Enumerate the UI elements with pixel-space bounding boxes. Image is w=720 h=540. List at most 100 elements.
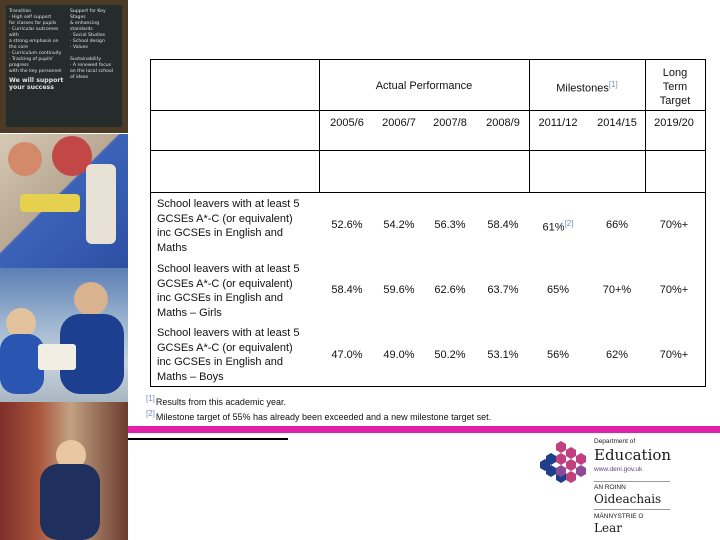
chalkboard-column-left: Transition · High self support for class… <box>9 9 67 91</box>
board-line: of ideas <box>70 75 89 80</box>
row-label-line: Maths – Girls <box>157 306 222 319</box>
board-line: · A renewed focus <box>70 63 112 68</box>
footnote-text: Milestone target of 55% has already been… <box>155 412 492 422</box>
row-label-line: Maths – Boys <box>157 370 224 383</box>
performance-table: Actual Performance Milestones[1] Long Te… <box>150 59 706 387</box>
header-milestones: Milestones[1] <box>529 80 645 95</box>
milestones-footnote-link[interactable]: [1] <box>608 80 618 89</box>
row-label-line: School leavers with at least 5 <box>157 198 300 210</box>
board-line: a strong emphasis on <box>9 39 59 44</box>
table-cell: 70%+ <box>659 349 689 361</box>
logo-dept: Department of <box>594 438 636 445</box>
table-cell: 56% <box>546 349 570 361</box>
footnote-ref[interactable]: [2] <box>146 409 155 418</box>
board-line: with the key personnel <box>9 69 62 74</box>
header-long-term-line: Term <box>662 81 688 93</box>
row-label-boys: School leavers with at least 5 GCSEs A*-… <box>157 326 317 384</box>
row-label-line: GCSEs A*-C (or equivalent) <box>157 277 293 290</box>
table-cell: 54.2% <box>383 219 415 231</box>
table-cell: 47.0% <box>331 349 363 361</box>
table-cell: 66% <box>605 219 629 231</box>
hexagon-logo-icon <box>540 441 586 483</box>
header-long-term-target: Long Term Target <box>645 66 705 108</box>
logo-rule <box>594 481 670 482</box>
board-line: · Social Studies <box>70 33 106 38</box>
logo-url[interactable]: www.deni.gov.uk <box>594 466 643 473</box>
year-header: 2019/20 <box>654 117 694 129</box>
board-line: Support for Key Stages <box>70 9 106 20</box>
logo-irish-small: AN ROINN <box>594 484 626 491</box>
chalkboard-column-right: Support for Key Stages & enhancing stand… <box>70 9 122 81</box>
footnote-1: [1]Results from this academic year. <box>146 393 491 408</box>
chalkboard: Transition · High self support for class… <box>6 5 122 127</box>
table-divider <box>319 60 320 193</box>
table-divider <box>151 192 705 193</box>
row-label-girls: School leavers with at least 5 GCSEs A*-… <box>157 262 317 320</box>
table-cell: 70%+ <box>659 219 689 231</box>
year-header: 2007/8 <box>433 117 467 129</box>
department-logo: Department of Education www.deni.gov.uk … <box>540 436 715 540</box>
header-long-term-line: Target <box>659 95 691 107</box>
table-cell: 62.6% <box>434 284 466 296</box>
header-actual-performance: Actual Performance <box>375 80 473 92</box>
logo-rule <box>594 509 670 510</box>
board-line: · Tracking of pupils' progress <box>9 57 54 68</box>
row-label-line: inc GCSEs in English and <box>157 227 283 239</box>
footnotes: [1]Results from this academic year. [2]M… <box>146 393 491 423</box>
table-cell: 63.7% <box>487 284 519 296</box>
chalkboard-photo: Transition · High self support for class… <box>0 0 128 133</box>
table-cell: 70%+ <box>659 284 689 296</box>
board-line: · School design <box>70 39 105 44</box>
board-line: Sustainability <box>70 57 102 62</box>
accent-bar <box>128 426 720 433</box>
header-long-term-line: Long <box>662 67 688 79</box>
table-divider <box>151 110 705 111</box>
table-divider <box>151 150 705 151</box>
row-label-line: GCSEs A*-C (or equivalent) <box>157 212 293 225</box>
table-cell: 62% <box>605 349 629 361</box>
footnote-2: [2]Milestone target of 55% has already b… <box>146 408 491 423</box>
board-line: Transition <box>9 9 32 14</box>
board-line: · Values <box>70 45 88 50</box>
divider-line <box>128 438 288 440</box>
photo-strip: Transition · High self support for class… <box>0 0 128 540</box>
board-line: for classes for pupils <box>9 21 57 26</box>
table-divider <box>645 60 646 193</box>
table-cell: 61%[2] <box>531 219 585 234</box>
row-label-line: inc GCSEs in English and <box>157 292 283 304</box>
library-photo <box>0 402 128 540</box>
table-cell: 58.4% <box>331 284 363 296</box>
row-label-line: Maths <box>157 241 187 254</box>
table-cell: 59.6% <box>383 284 415 296</box>
table-cell-value: 61% <box>542 221 565 234</box>
row-label-line: GCSEs A*-C (or equivalent) <box>157 341 293 354</box>
board-line: on the local school <box>70 69 114 74</box>
craft-classroom-photo <box>0 134 128 268</box>
year-header: 2006/7 <box>382 117 416 129</box>
table-cell: 50.2% <box>434 349 466 361</box>
board-line: · Curriculum continuity <box>9 51 62 56</box>
row-label-line: School leavers with at least 5 <box>157 327 300 339</box>
board-line: · High self support <box>9 15 52 20</box>
board-line: the core <box>9 45 28 50</box>
row-label-all: School leavers with at least 5 GCSEs A*-… <box>157 197 317 255</box>
table-divider <box>529 60 530 193</box>
row-label-line: School leavers with at least 5 <box>157 263 300 275</box>
table-cell: 56.3% <box>434 219 466 231</box>
logo-ulster: Lear <box>594 521 622 535</box>
milestone-footnote-link[interactable]: [2] <box>564 219 574 228</box>
table-cell: 52.6% <box>331 219 363 231</box>
logo-irish: Oideachais <box>594 492 662 506</box>
board-heading: We will support your success <box>9 77 64 91</box>
footnote-ref[interactable]: [1] <box>146 394 155 403</box>
board-line: & enhancing standards <box>70 21 100 32</box>
year-header: 2005/6 <box>330 117 364 129</box>
table-cell: 65% <box>546 284 570 296</box>
year-header: 2008/9 <box>486 117 520 129</box>
logo-ulster-small: MÄNNYSTRIE O <box>594 513 644 520</box>
table-cell: 53.1% <box>487 349 519 361</box>
row-label-line: inc GCSEs in English and <box>157 356 283 368</box>
board-line: · Curricular outcomes with <box>9 27 59 38</box>
header-milestones-label: Milestones <box>556 82 609 95</box>
table-cell: 58.4% <box>487 219 519 231</box>
